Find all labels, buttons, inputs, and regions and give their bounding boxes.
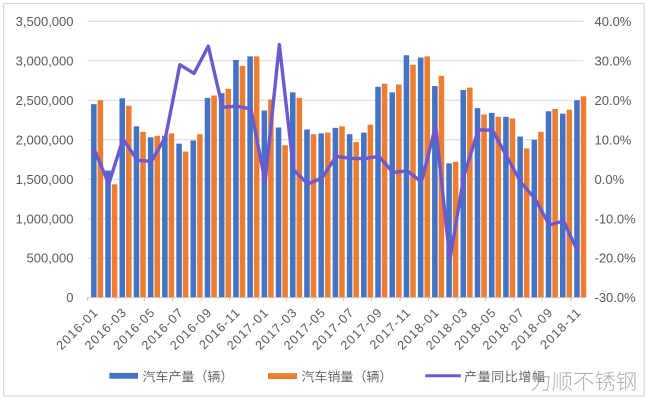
- svg-text:1,500,000: 1,500,000: [16, 172, 74, 187]
- svg-text:500,000: 500,000: [27, 251, 74, 266]
- svg-text:20.0%: 20.0%: [595, 93, 632, 108]
- svg-text:1,000,000: 1,000,000: [16, 211, 74, 226]
- svg-text:-20.0%: -20.0%: [595, 251, 637, 266]
- svg-text:2,500,000: 2,500,000: [16, 93, 74, 108]
- svg-text:3,000,000: 3,000,000: [16, 53, 74, 68]
- svg-text:-30.0%: -30.0%: [595, 290, 637, 305]
- svg-text:2,000,000: 2,000,000: [16, 132, 74, 147]
- svg-text:-10.0%: -10.0%: [595, 211, 637, 226]
- svg-text:0.0%: 0.0%: [595, 172, 625, 187]
- svg-text:40.0%: 40.0%: [595, 14, 632, 29]
- svg-text:10.0%: 10.0%: [595, 132, 632, 147]
- svg-text:30.0%: 30.0%: [595, 53, 632, 68]
- svg-text:3,500,000: 3,500,000: [16, 14, 74, 29]
- svg-text:0: 0: [66, 290, 73, 305]
